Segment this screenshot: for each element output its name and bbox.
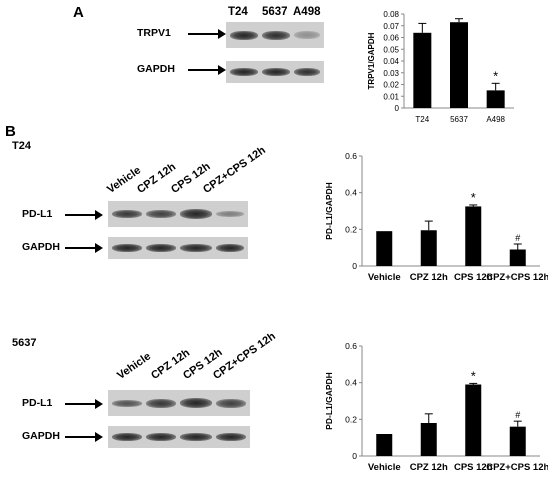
band — [112, 210, 142, 218]
y-tick-label: 0 — [352, 261, 357, 271]
y-axis-label: PD-L1/GAPDH — [324, 372, 334, 430]
bar — [420, 230, 437, 266]
y-tick-label: 0.07 — [383, 22, 399, 31]
y-tick-label: 0 — [352, 451, 357, 461]
blot-trpv1 — [226, 22, 324, 48]
lane-header-vehicle: Vehicle — [105, 164, 144, 196]
x-tick-label: CPZ+CPS 12h — [486, 462, 548, 473]
band — [146, 244, 176, 252]
x-tick-label: CPZ 12h — [410, 462, 448, 473]
band — [180, 209, 212, 219]
y-tick-label: 0.2 — [345, 414, 357, 424]
c5637-title: 5637 — [12, 337, 37, 349]
y-tick-label: 0.06 — [383, 34, 399, 43]
arrow-pdl1-t24 — [65, 210, 103, 220]
lane-header-vehicle-2: Vehicle — [115, 350, 154, 382]
band — [294, 31, 320, 39]
arrow-gapdh-t24 — [65, 243, 103, 253]
chart-trpv1-gapdh: 0 0.01 0.02 0.03 0.04 0.05 0.06 0.07 0.08 TRPV1/G… — [367, 10, 514, 124]
lane-header-a498: A498 — [293, 6, 321, 18]
band — [112, 433, 142, 441]
lane-header-t24: T24 — [228, 6, 248, 18]
y-tick-label: 0.03 — [383, 69, 399, 78]
x-tick-label: Vehicle — [368, 462, 401, 473]
band — [180, 244, 212, 252]
x-tick-label: 5637 — [450, 115, 468, 124]
band — [112, 244, 142, 252]
x-tick-label: CPZ+CPS 12h — [486, 272, 548, 283]
band — [180, 433, 212, 441]
band — [262, 31, 290, 40]
significance-mark: # — [515, 233, 520, 243]
bar — [465, 384, 482, 456]
y-tick-label: 0.4 — [345, 378, 357, 388]
y-tick-label: 0 — [395, 104, 400, 113]
significance-mark: * — [471, 368, 476, 383]
band — [216, 211, 244, 217]
row-label-pdl1-5637: PD-L1 — [22, 397, 53, 409]
bar — [509, 426, 526, 456]
lane-header-5637: 5637 — [262, 6, 288, 18]
blot-gapdh-t24 — [108, 237, 248, 259]
y-tick-label: 0.04 — [383, 57, 399, 66]
t24-title: T24 — [12, 140, 31, 152]
panel-b-letter: B — [5, 123, 16, 140]
row-label-trpv1: TRPV1 — [137, 27, 171, 39]
y-axis-label: PD-L1/GAPDH — [324, 182, 334, 240]
significance-mark: # — [515, 410, 520, 420]
y-tick-label: 0.05 — [383, 45, 399, 54]
y-axis-label: TRPV1/GAPDH — [367, 32, 376, 89]
chart-pdl1-t24: 0 0.2 0.4 0.6 PD-L1/GAPDH Vehicle CPZ 12h * CPS … — [324, 151, 548, 283]
band — [230, 31, 258, 40]
bar — [450, 22, 468, 109]
significance-mark: * — [493, 68, 498, 83]
arrow-trpv1 — [188, 29, 226, 39]
band — [146, 399, 176, 408]
bar — [509, 249, 526, 266]
bar — [486, 90, 505, 108]
arrow-gapdh-5637 — [65, 432, 103, 442]
blot-pdl1-t24 — [108, 201, 248, 227]
band — [294, 68, 320, 76]
significance-mark: * — [471, 190, 476, 205]
x-tick-label: CPS 12h — [454, 462, 493, 473]
x-tick-label: CPS 12h — [454, 272, 493, 283]
y-tick-label: 0.01 — [383, 92, 399, 101]
x-tick-label: A498 — [486, 115, 505, 124]
y-tick-label: 0.4 — [345, 188, 357, 198]
x-tick-label: Vehicle — [368, 272, 401, 283]
band — [216, 399, 246, 408]
band — [146, 210, 176, 218]
arrow-gapdh-a — [188, 65, 226, 75]
blot-gapdh-5637 — [108, 426, 250, 448]
band — [180, 398, 212, 408]
row-label-gapdh-t24: GAPDH — [22, 241, 60, 253]
bar — [420, 423, 437, 456]
bar — [376, 434, 393, 456]
row-label-gapdh: GAPDH — [137, 63, 175, 75]
y-tick-label: 0.6 — [345, 151, 357, 161]
x-tick-label: CPZ 12h — [410, 272, 448, 283]
blot-pdl1-5637 — [108, 390, 250, 416]
x-tick-label: T24 — [415, 115, 429, 124]
band — [146, 433, 176, 441]
y-tick-label: 0.02 — [383, 81, 399, 90]
row-label-pdl1-t24: PD-L1 — [22, 208, 53, 220]
y-tick-label: 0.08 — [383, 10, 399, 19]
band — [216, 244, 244, 252]
chart-pdl1-5637: 0 0.2 0.4 0.6 PD-L1/GAPDH Vehicle CPZ 12h * CPS … — [324, 341, 548, 473]
blot-gapdh-a — [226, 61, 324, 83]
band — [216, 433, 246, 441]
y-tick-label: 0.2 — [345, 224, 357, 234]
bar — [376, 231, 393, 266]
band — [262, 68, 290, 76]
bar — [465, 206, 482, 266]
panel-a-letter: A — [73, 4, 84, 21]
bar — [413, 32, 432, 108]
row-label-gapdh-5637: GAPDH — [22, 430, 60, 442]
band — [230, 68, 258, 76]
arrow-pdl1-5637 — [65, 399, 103, 409]
band — [112, 400, 142, 407]
y-tick-label: 0.6 — [345, 341, 357, 351]
